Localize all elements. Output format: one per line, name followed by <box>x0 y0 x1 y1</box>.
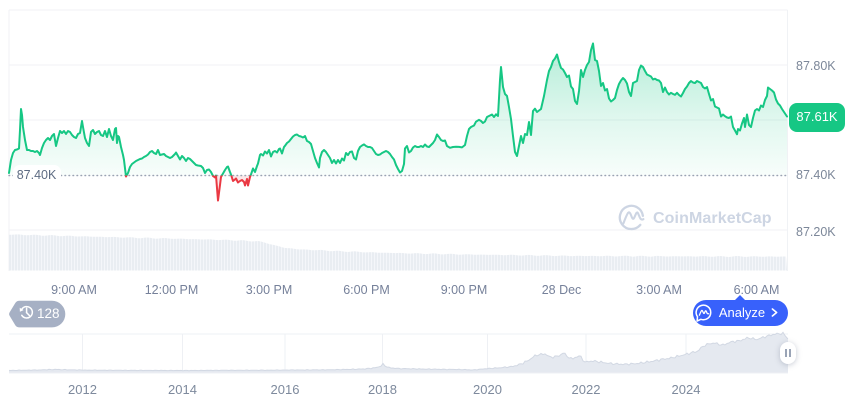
svg-text:128: 128 <box>37 306 60 321</box>
